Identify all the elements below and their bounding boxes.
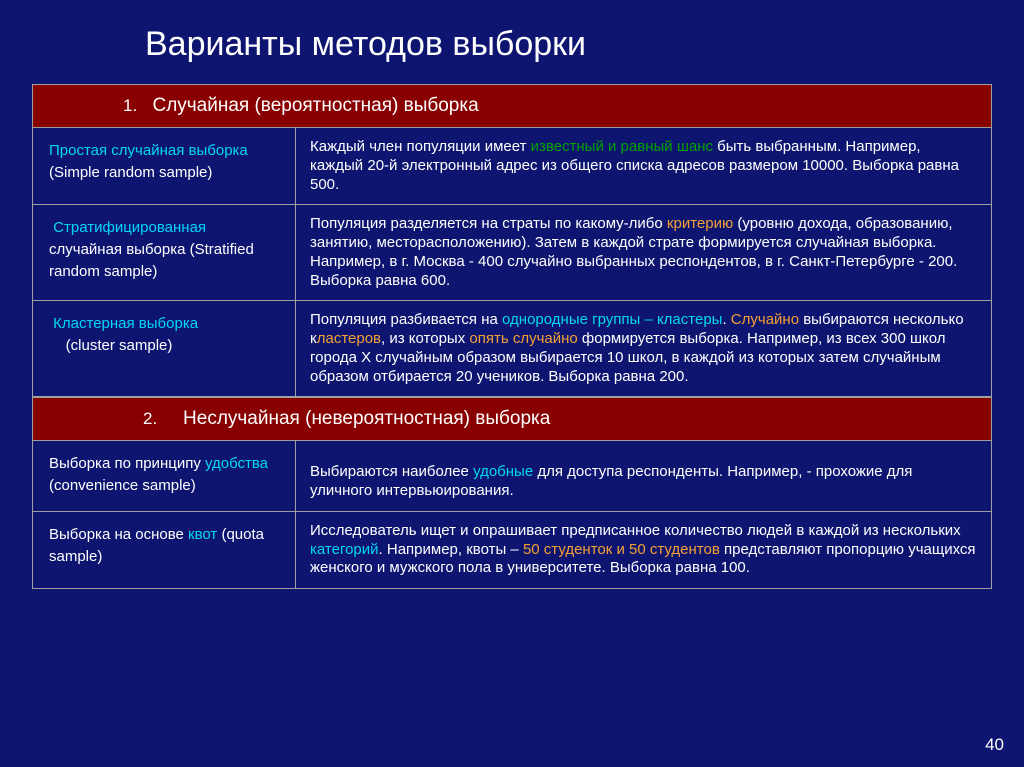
- row2-right: Популяция разделяется на страты по каком…: [296, 205, 991, 300]
- row5-rhl1: категорий: [310, 541, 379, 558]
- row1-left-plain: (Simple random sample): [49, 164, 212, 181]
- row3-rhl2: Случайно: [731, 311, 799, 328]
- row-cluster: Кластерная выборка (cluster sample) Попу…: [32, 300, 992, 397]
- row2-left-hl: Стратифицированная: [53, 219, 206, 236]
- row3-left: Кластерная выборка (cluster sample): [33, 301, 296, 396]
- page-number: 40: [985, 735, 1004, 755]
- section-1-header: 1. Случайная (вероятностная) выборка: [32, 84, 992, 127]
- row5-right: Исследователь ищет и опрашивает предписа…: [296, 512, 991, 588]
- row5-la: Выборка на основе: [49, 526, 188, 543]
- section-1-title: Случайная (вероятностная) выборка: [152, 95, 478, 116]
- row3-left-hl: Кластерная выборка: [53, 315, 198, 332]
- section-2-header: 2. Неслучайная (невероятностная) выборка: [32, 397, 992, 440]
- row4-left: Выборка по принципу удобства (convenienc…: [33, 441, 296, 511]
- row-quota: Выборка на основе квот (quota sample) Ис…: [32, 511, 992, 589]
- row4-la: Выборка по принципу: [49, 455, 205, 472]
- slide-title: Варианты методов выборки: [0, 0, 1024, 84]
- row-convenience: Выборка по принципу удобства (convenienc…: [32, 440, 992, 511]
- row3-ra: Популяция разбивается на: [310, 311, 502, 328]
- row3-rb: .: [722, 311, 730, 328]
- row3-right: Популяция разбивается на однородные груп…: [296, 301, 991, 396]
- row1-left-hl: Простая случайная выборка: [49, 142, 248, 159]
- row4-ra: Выбираются наиболее: [310, 463, 473, 480]
- row-simple-random: Простая случайная выборка (Simple random…: [32, 127, 992, 204]
- row1-rhl1: известный и равный шанс: [531, 138, 713, 155]
- row1-right: Каждый член популяции имеет известный и …: [296, 128, 991, 204]
- row2-ra: Популяция разделяется на страты по каком…: [310, 215, 667, 232]
- row4-lb: (convenience sample): [49, 477, 196, 494]
- row4-right: Выбираются наиболее удобные для доступа …: [296, 441, 991, 511]
- section-1-num: 1.: [123, 96, 137, 116]
- row2-left-plain: случайная выборка (Stratified random sam…: [49, 241, 254, 280]
- row5-rhl2: 50 студенток и 50 студентов: [523, 541, 720, 558]
- row3-rd: , из которых: [381, 330, 469, 347]
- sampling-table: 1. Случайная (вероятностная) выборка Про…: [32, 84, 992, 589]
- row3-left-plain: (cluster sample): [62, 337, 173, 354]
- row1-ra: Каждый член популяции имеет: [310, 138, 531, 155]
- section-2-title: Неслучайная (невероятностная) выборка: [183, 408, 550, 429]
- row1-left: Простая случайная выборка (Simple random…: [33, 128, 296, 204]
- row-stratified: Стратифицированная случайная выборка (St…: [32, 204, 992, 300]
- row5-rb: . Например, квоты –: [379, 541, 523, 558]
- row2-left: Стратифицированная случайная выборка (St…: [33, 205, 296, 300]
- row3-rhl4: опять случайно: [469, 330, 577, 347]
- row5-lhl: квот: [188, 526, 217, 543]
- row4-rhl1: удобные: [473, 463, 533, 480]
- row5-ra: Исследователь ищет и опрашивает предписа…: [310, 522, 961, 539]
- row3-rhl3: ластеров: [317, 330, 381, 347]
- row4-lhl: удобства: [205, 455, 268, 472]
- row3-rhl1: однородные группы – кластеры: [502, 311, 722, 328]
- row5-left: Выборка на основе квот (quota sample): [33, 512, 296, 588]
- section-2-num: 2.: [143, 409, 157, 429]
- row2-rhl1: критерию: [667, 215, 733, 232]
